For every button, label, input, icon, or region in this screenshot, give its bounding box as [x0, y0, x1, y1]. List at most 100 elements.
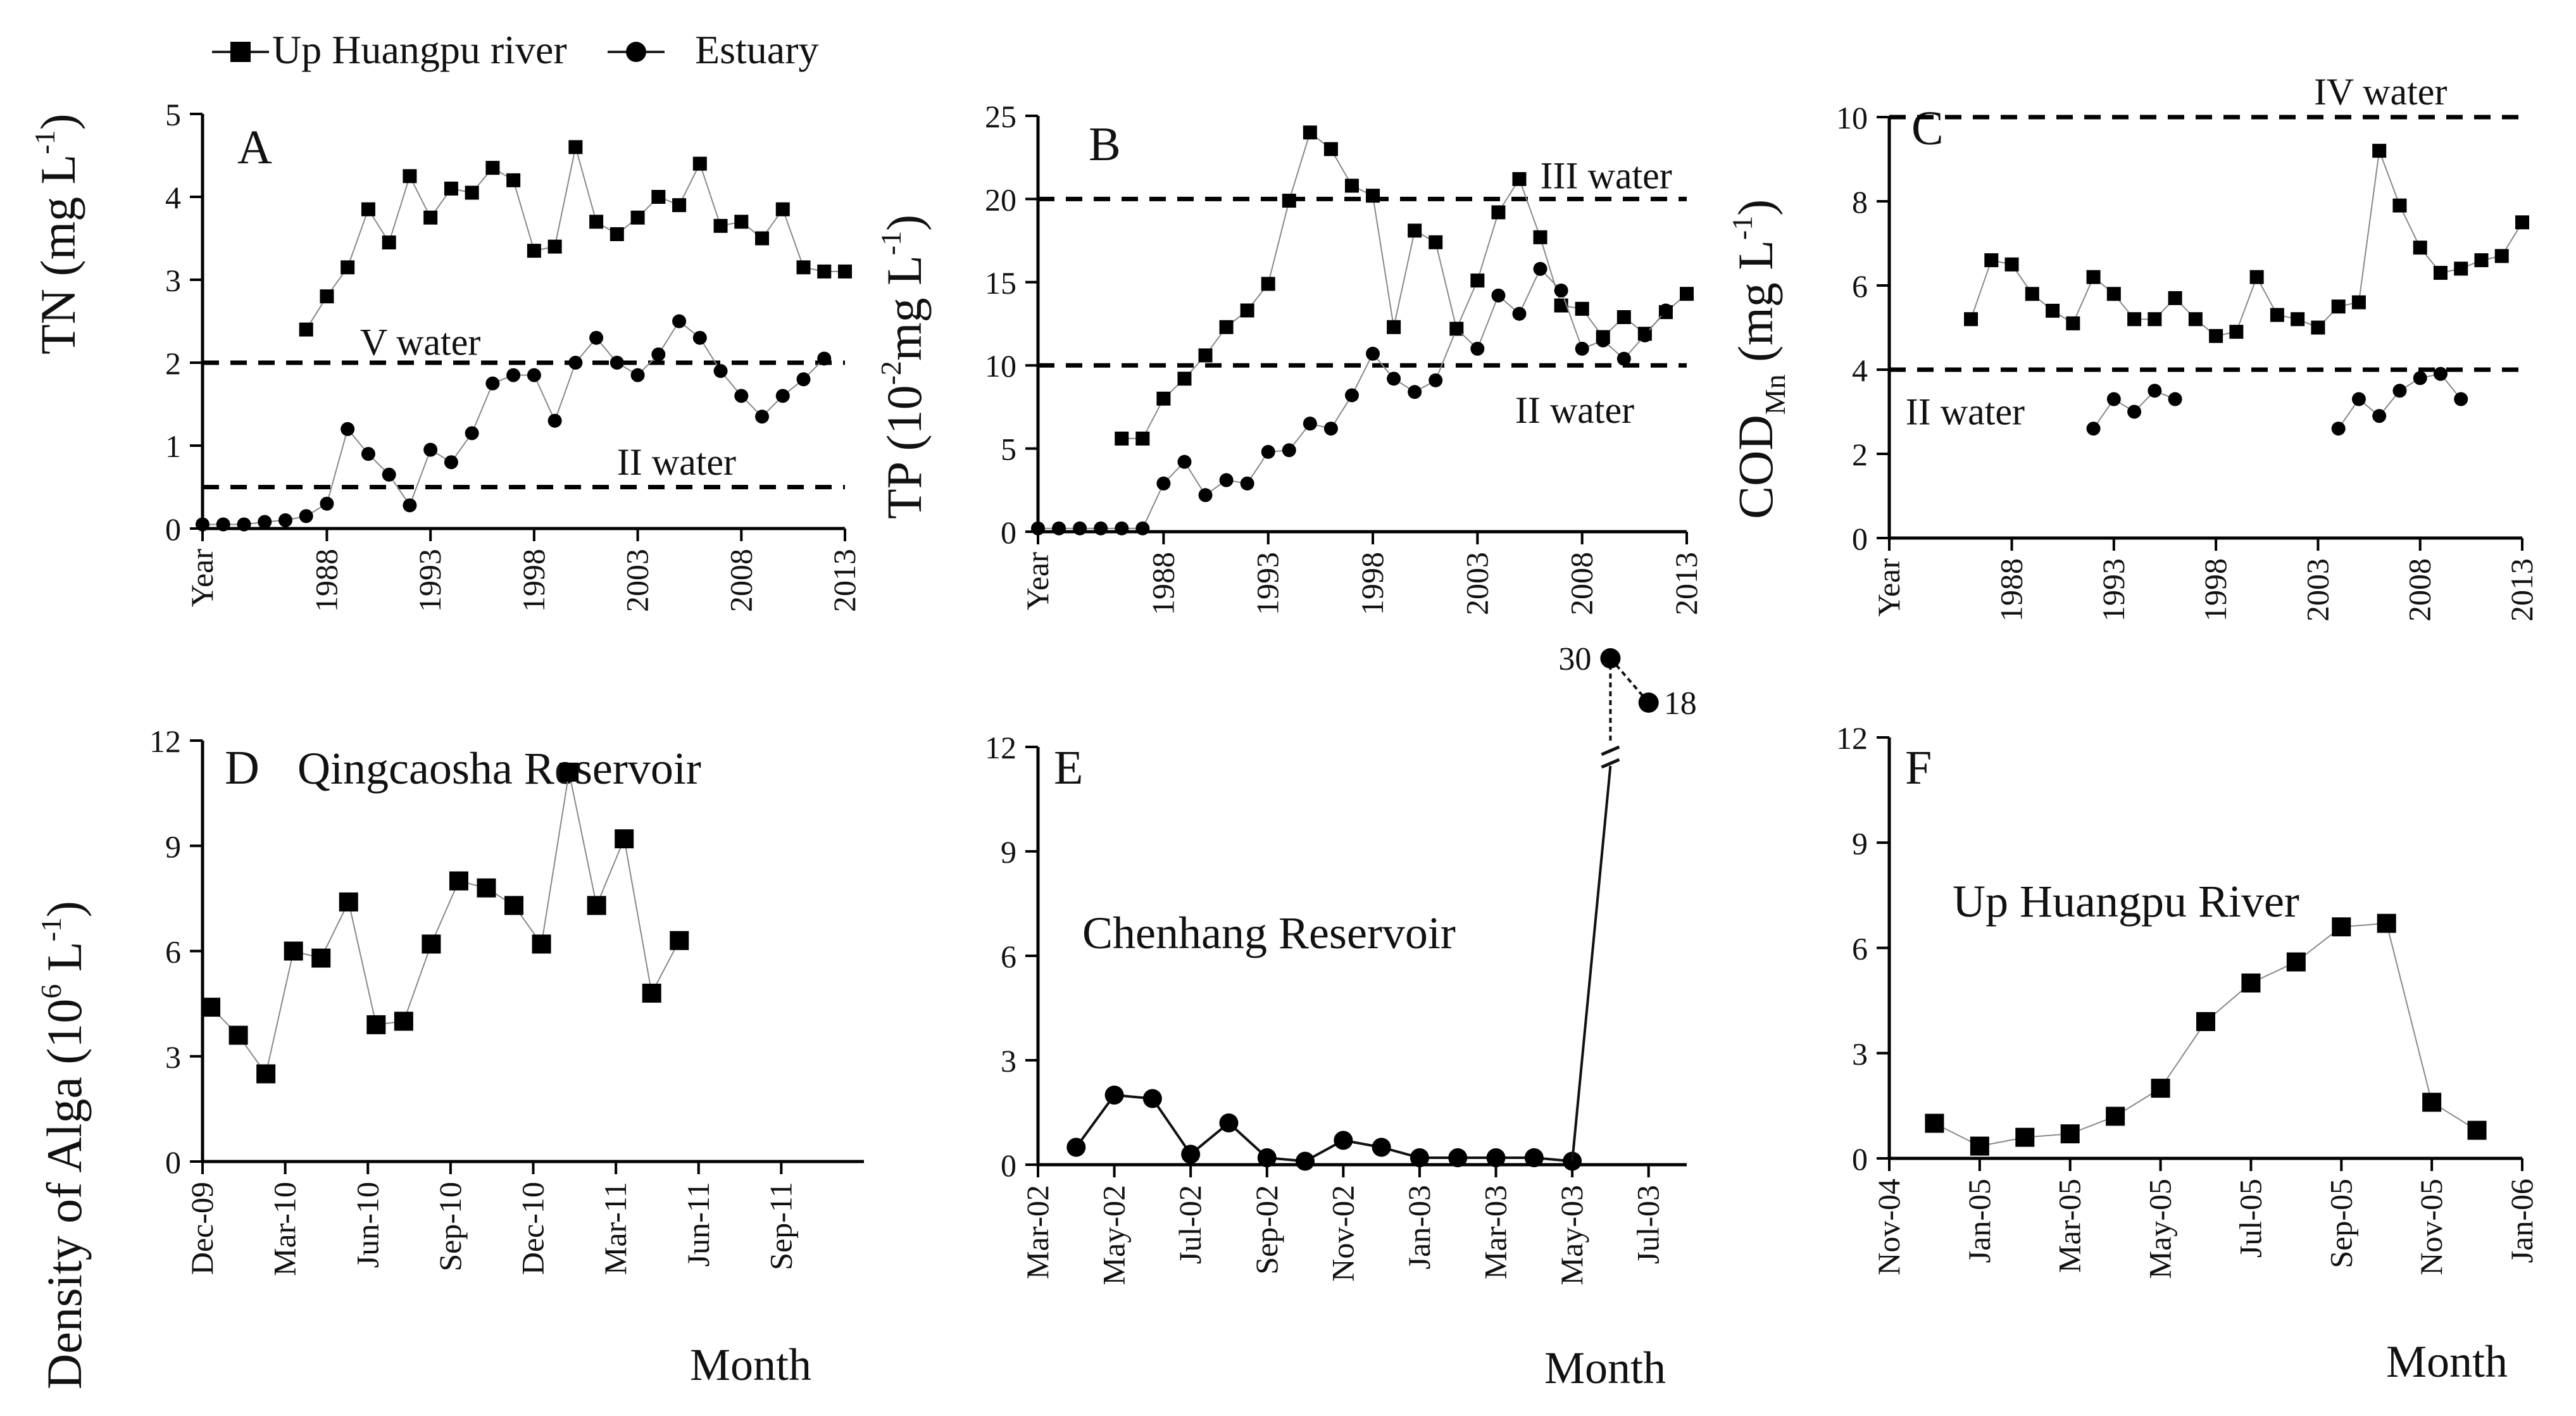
- data-point-estuary: [382, 467, 396, 482]
- data-point-estuary: [734, 389, 749, 403]
- data-point-chenhang-reservoir: [1257, 1148, 1277, 1167]
- legend-marker-circle: [626, 42, 646, 62]
- x-tick-label-d: Dec-10: [515, 1182, 551, 1275]
- data-point-estuary: [1533, 261, 1547, 276]
- data-point-estuary: [1637, 328, 1652, 342]
- data-point-estuary: [527, 368, 541, 382]
- data-point-qingcaosha-reservoir: [449, 871, 468, 891]
- panel-c-codmn: 0 2 4 6 8 10 Year 1988 1993 1998 2003 2008 2013 C IV w…: [1836, 71, 2539, 622]
- data-point-up-huangpu-river: [2249, 270, 2264, 284]
- x-tick-label-d: Dec-09: [184, 1182, 220, 1275]
- y-tick-label-e: 3: [1001, 1043, 1016, 1079]
- data-point-estuary: [403, 498, 417, 513]
- y-tick-label-a: 0: [165, 511, 181, 547]
- data-point-estuary: [796, 372, 811, 387]
- data-point-up-huangpu-river: [1323, 142, 1338, 156]
- data-point-qingcaosha-reservoir: [228, 1025, 248, 1045]
- data-point-estuary: [320, 496, 334, 511]
- data-point-up-huangpu-river: [1303, 125, 1317, 140]
- x-tick-label-b: Year: [1020, 552, 1055, 610]
- series-line-break: [1571, 765, 1612, 1162]
- data-point-up-huangpu-river: [1575, 301, 1589, 316]
- data-point-estuary: [465, 426, 479, 441]
- data-point-offscale: [1600, 648, 1621, 668]
- data-point-up-huangpu-river: [2291, 312, 2305, 327]
- y-tick-label-c: 10: [1836, 100, 1868, 135]
- data-point-estuary: [1512, 306, 1527, 321]
- data-point-up-huangpu-river: [2494, 249, 2509, 263]
- data-point-up-huangpu-river: [1512, 172, 1527, 186]
- reference-label-c: IV water: [2314, 71, 2447, 113]
- legend-label-up-huangpu: Up Huangpu river: [272, 27, 567, 72]
- data-point-qingcaosha-reservoir: [311, 948, 331, 968]
- data-point-up-huangpu-river: [1387, 320, 1401, 334]
- y-tick-label-b: 20: [985, 182, 1016, 217]
- data-point-estuary: [1491, 288, 1506, 303]
- data-point-estuary: [651, 347, 666, 361]
- y-tick-label-b: 15: [985, 265, 1016, 301]
- x-tick-label-b: 1993: [1250, 552, 1285, 615]
- legend-marker-square: [230, 42, 251, 62]
- x-tick-label-d: Jun-11: [680, 1182, 716, 1267]
- data-point-chenhang-reservoir: [1104, 1086, 1124, 1105]
- reference-label-a: V water: [360, 321, 481, 363]
- data-point-estuary: [485, 376, 500, 391]
- series-line-up-huangpu-river: [1122, 131, 1687, 439]
- data-point-up-huangpu-river: [527, 244, 541, 258]
- data-point-estuary: [1387, 372, 1401, 386]
- y-tick-label-b: 10: [985, 348, 1016, 384]
- series-line-up-huangpu-river: [1970, 150, 2523, 337]
- data-point-estuary: [2413, 371, 2427, 385]
- data-point-up-huangpu-river: [1156, 391, 1171, 406]
- data-point-chenhang-reservoir: [1066, 1137, 1086, 1157]
- y-tick-label-f: 3: [1852, 1036, 1868, 1072]
- data-point-up-huangpu-river: [1135, 431, 1150, 446]
- data-point-estuary: [630, 368, 645, 382]
- x-tick-label-d: Mar-11: [597, 1182, 633, 1275]
- x-tick-label-c: 1988: [1994, 558, 2029, 622]
- data-point-estuary: [1596, 333, 1610, 348]
- data-point-estuary: [610, 356, 624, 370]
- panel-letter-c: C: [1911, 102, 1944, 155]
- data-point-estuary: [1240, 476, 1254, 491]
- data-point-up-huangpu-river: [1198, 348, 1213, 363]
- data-point-up-huangpu-river: [713, 218, 728, 233]
- data-point-estuary: [2392, 384, 2407, 398]
- panel-letter-e: E: [1054, 741, 1083, 794]
- data-point-up-huangpu-river: [1925, 1113, 1944, 1133]
- y-tick-label-f: 9: [1852, 825, 1868, 861]
- data-point-up-huangpu-river: [2515, 215, 2529, 230]
- data-point-up-huangpu-river: [2229, 325, 2244, 339]
- data-point-up-huangpu-river: [1533, 230, 1547, 244]
- data-point-qingcaosha-reservoir: [201, 998, 221, 1017]
- data-point-estuary: [1073, 521, 1087, 536]
- legend: Up Huangpu river Estuary: [212, 27, 819, 72]
- data-point-up-huangpu-river: [547, 239, 562, 254]
- data-point-estuary: [1408, 385, 1422, 399]
- data-point-estuary: [258, 515, 272, 529]
- data-point-estuary: [1470, 341, 1485, 356]
- y-tick-label-f: 0: [1852, 1141, 1868, 1177]
- data-point-estuary: [2127, 404, 2142, 419]
- data-point-estuary: [568, 356, 583, 370]
- data-point-estuary: [1198, 488, 1213, 503]
- data-point-estuary: [1135, 521, 1150, 536]
- data-point-up-huangpu-river: [2422, 1093, 2442, 1112]
- x-tick-label-c: Year: [1871, 558, 1906, 617]
- data-point-up-huangpu-river: [361, 202, 375, 216]
- data-point-up-huangpu-river: [796, 260, 811, 275]
- data-point-qingcaosha-reservoir: [615, 829, 634, 849]
- x-tick-label-e: Mar-02: [1020, 1185, 1055, 1279]
- data-point-up-huangpu-river: [755, 231, 770, 246]
- y-tick-label-d: 0: [165, 1144, 181, 1180]
- legend-label-estuary: Estuary: [695, 27, 819, 72]
- data-point-estuary: [1366, 346, 1380, 361]
- reference-label-b: III water: [1541, 155, 1672, 197]
- y-tick-label-e: 9: [1001, 834, 1016, 870]
- data-point-up-huangpu-river: [2015, 1127, 2035, 1147]
- data-point-chenhang-reservoir: [1142, 1089, 1162, 1108]
- data-point-up-huangpu-river: [1240, 303, 1254, 318]
- x-tick-label-a: Year: [184, 549, 220, 607]
- data-point-up-huangpu-river: [1429, 235, 1443, 249]
